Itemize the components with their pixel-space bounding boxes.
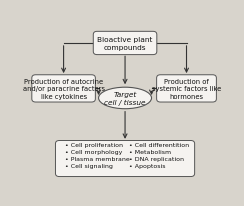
Text: Bioactive plant
compounds: Bioactive plant compounds: [97, 37, 153, 50]
Text: Target
cell / tissue: Target cell / tissue: [104, 91, 146, 106]
FancyBboxPatch shape: [93, 32, 157, 55]
FancyBboxPatch shape: [55, 141, 195, 177]
Text: • Cell proliferation
• Cell morphology
• Plasma membrane
• Cell signaling: • Cell proliferation • Cell morphology •…: [65, 143, 129, 169]
Ellipse shape: [99, 88, 152, 109]
FancyBboxPatch shape: [32, 75, 95, 103]
Text: Production of autocrine
and/or paracrine factors
like cytokines: Production of autocrine and/or paracrine…: [23, 78, 105, 99]
Text: Production of
systemic factors like
hormones: Production of systemic factors like horm…: [152, 78, 221, 99]
FancyBboxPatch shape: [157, 75, 216, 103]
Text: • Cell differentition
• Metabolism
• DNA replication
• Apoptosis: • Cell differentition • Metabolism • DNA…: [129, 143, 189, 169]
